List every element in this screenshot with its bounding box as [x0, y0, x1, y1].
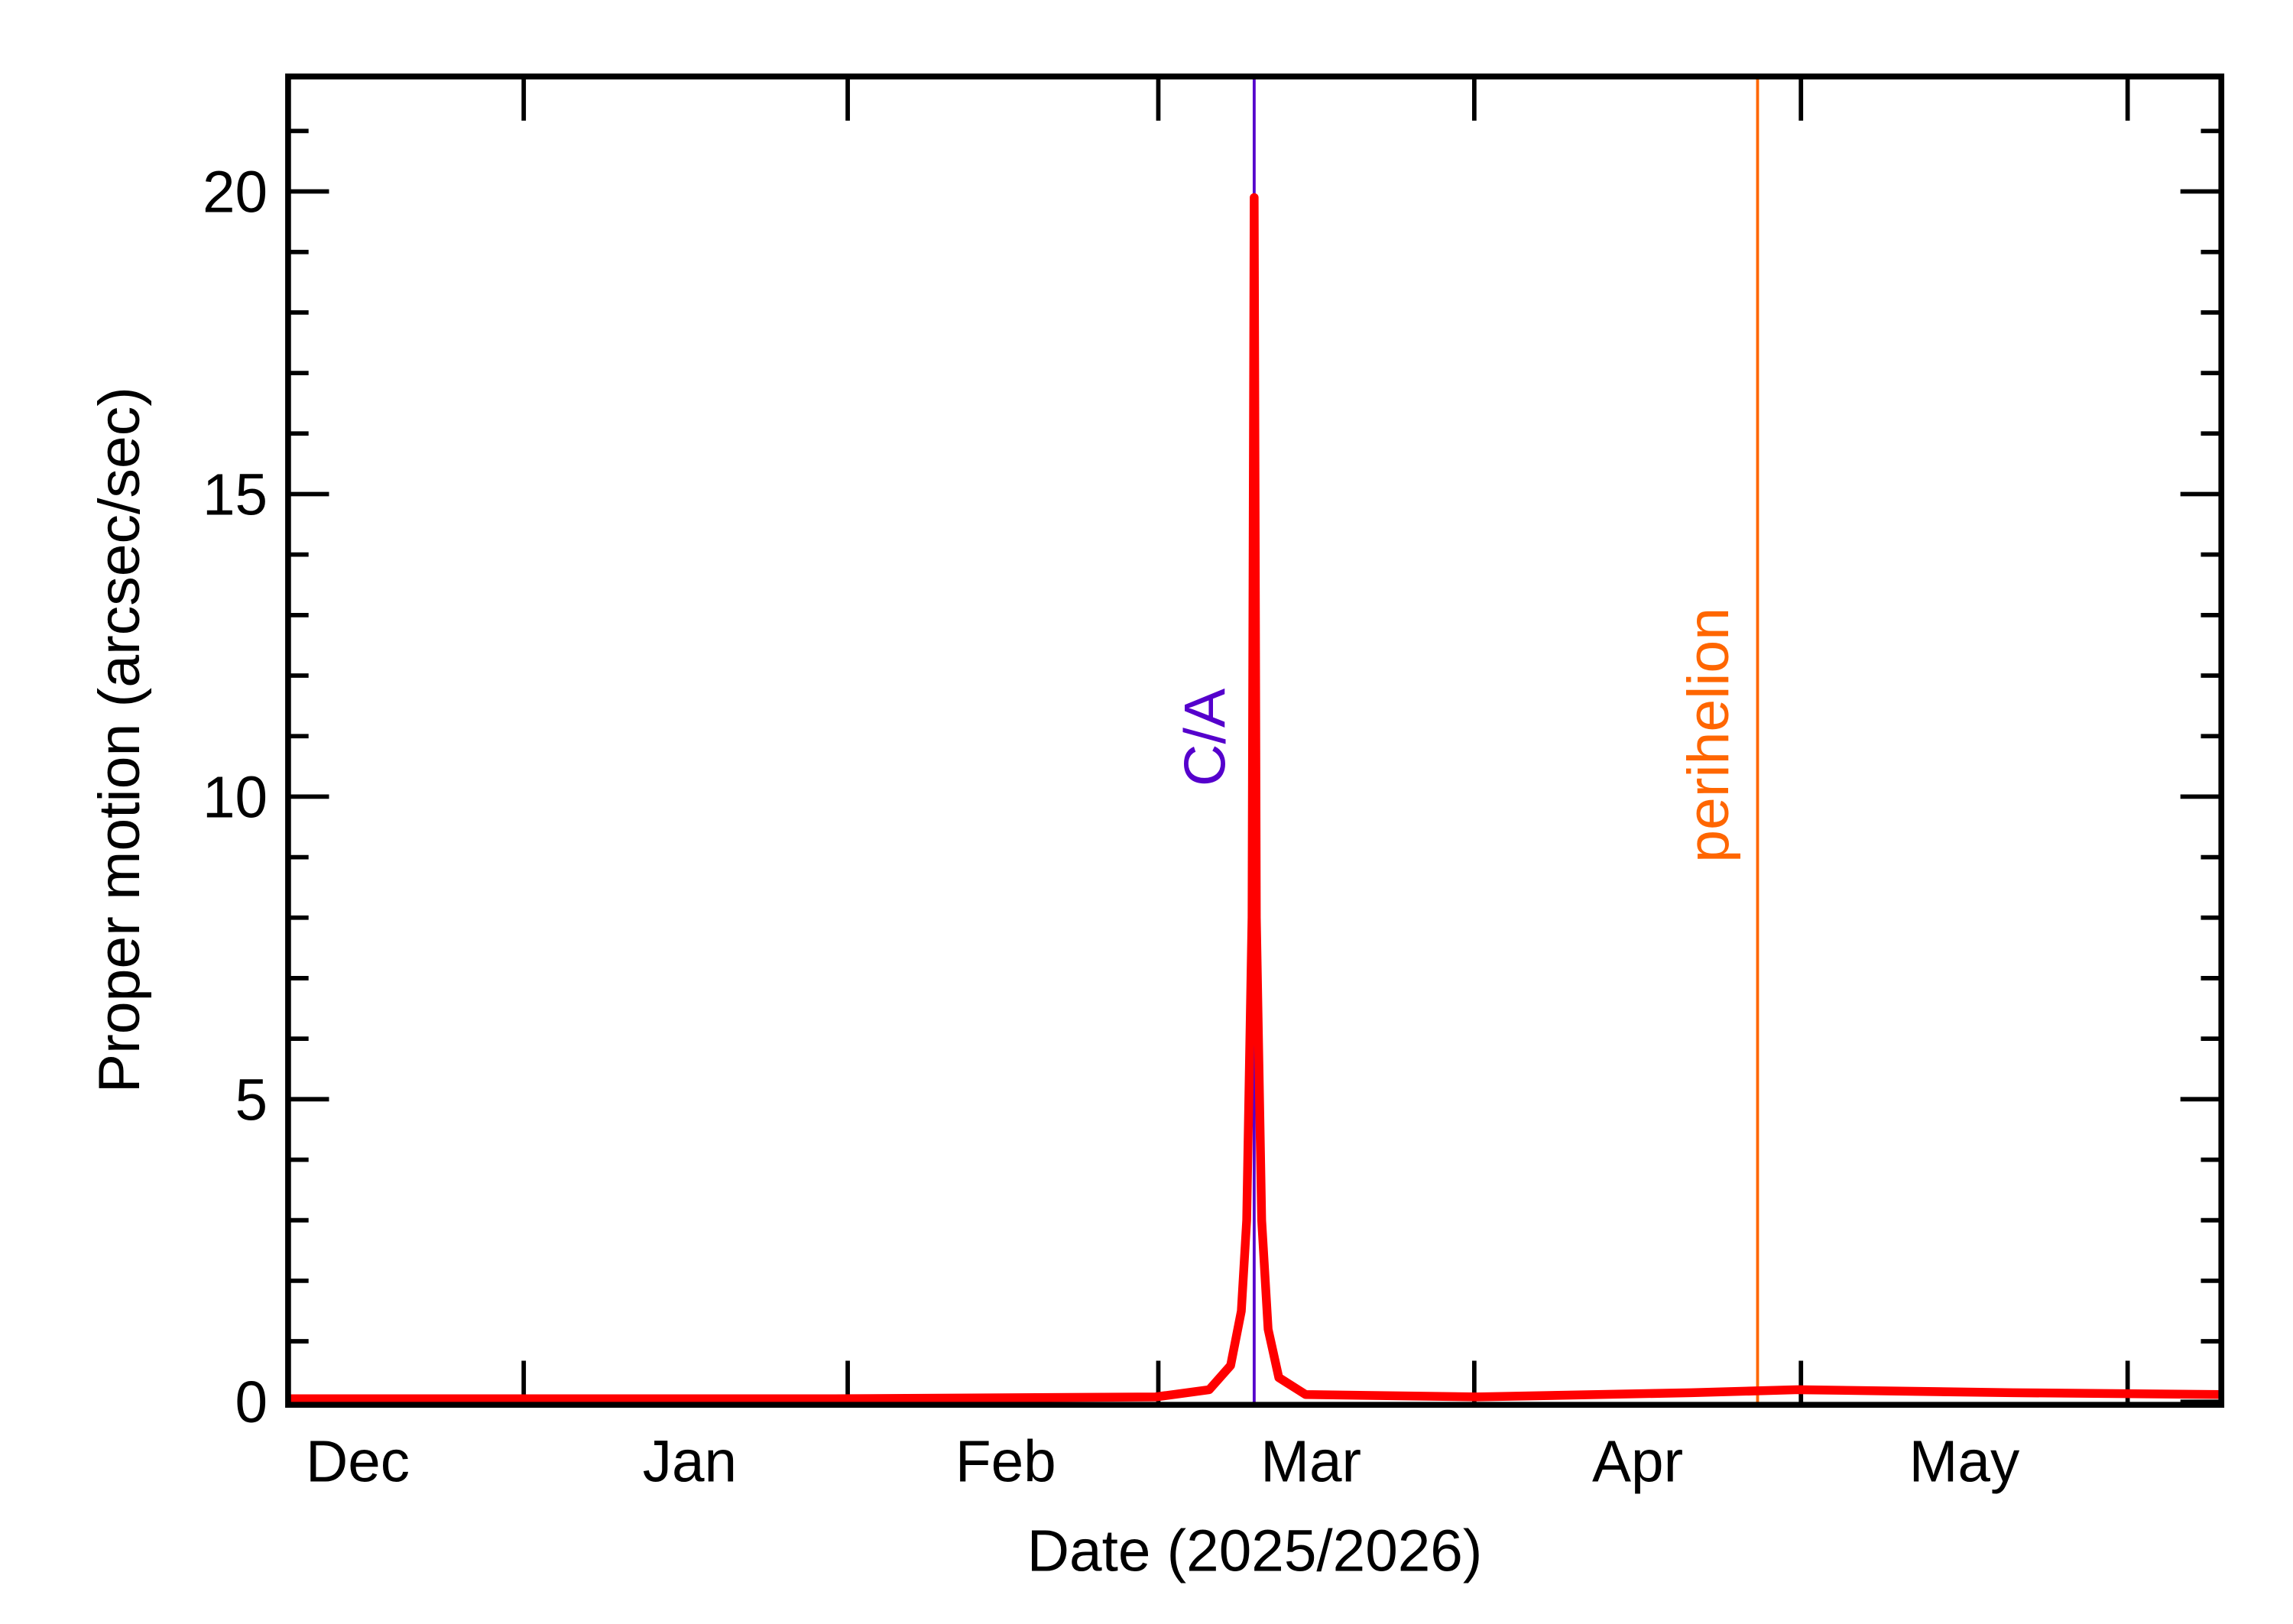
event-label: perihelion — [1676, 608, 1741, 863]
y-tick-label: 0 — [235, 1370, 268, 1435]
y-tick-label: 15 — [203, 462, 268, 527]
x-tick-label: Mar — [1260, 1429, 1361, 1494]
x-tick-label: Apr — [1592, 1429, 1683, 1494]
x-axis-title: Date (2025/2026) — [1027, 1519, 1483, 1584]
x-tick-label: Dec — [306, 1429, 410, 1494]
y-tick-label: 10 — [203, 765, 268, 830]
event-label: C/A — [1173, 688, 1238, 786]
plot-frame — [285, 73, 2225, 1408]
y-axis-title: Proper motion (arcsec/sec) — [87, 387, 152, 1093]
y-tick-label: 20 — [203, 160, 268, 225]
y-tick-label: 5 — [235, 1068, 268, 1133]
x-tick-label: Jan — [643, 1429, 737, 1494]
data-line — [287, 193, 2222, 1404]
x-tick-label: Feb — [955, 1429, 1056, 1494]
x-tick-label: May — [1909, 1429, 2020, 1494]
